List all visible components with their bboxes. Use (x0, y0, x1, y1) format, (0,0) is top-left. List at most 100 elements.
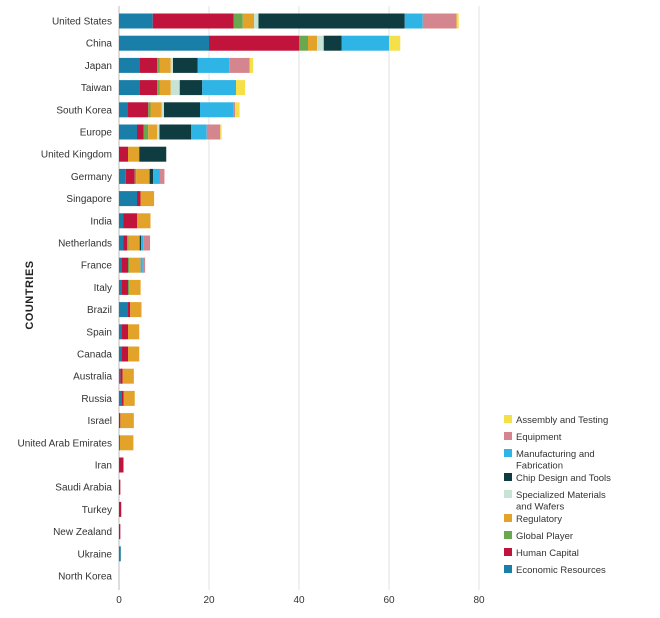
bar-segment: Japan — Assembly and Testing: 0.8 (249, 57, 254, 73)
country-label: Europe (80, 128, 113, 139)
legend-swatch (504, 473, 512, 481)
bar-segment: Europe — Chip Design and Tools: 7 (159, 124, 191, 140)
bar-segment: Germany — Human Capital: 2 (125, 168, 135, 184)
country-label: China (86, 39, 113, 50)
bar-segment: Japan — Human Capital: 4 (139, 57, 158, 73)
bar-segment: Australia — Human Capital: 0.5 (120, 368, 123, 384)
bar-segment: United States — Economic Resources: 7.5 (119, 13, 153, 29)
bar-segment: Netherlands — Global Player: 0.3 (127, 235, 129, 251)
x-tick-label: 20 (203, 595, 215, 606)
bar-segment: United Arab Emirates — Regulatory: 3 (119, 435, 134, 451)
x-tick-label: 60 (383, 595, 395, 606)
legend-label: Manufacturing and Fabrication (516, 449, 595, 472)
bar-segment: Taiwan — Assembly and Testing: 2 (236, 80, 245, 96)
bars: United States — Economic Resources: 7.5U… (119, 13, 459, 562)
country-label: Russia (81, 394, 112, 405)
bar-segment: Taiwan — Global Player: 0.5 (157, 80, 160, 96)
bar-segment: United States — Manufacturing and Fabric… (404, 13, 423, 29)
bar-segment: China — Regulatory: 2 (308, 35, 317, 51)
bar-segment: France — Economic Resources: 0.5 (119, 257, 122, 273)
bar-segment: Italy — Regulatory: 2.5 (129, 279, 141, 295)
bar-segment: South Korea — Assembly and Testing: 1 (235, 102, 240, 118)
legend-label: Human Capital (516, 548, 579, 559)
x-tick-label: 80 (473, 595, 485, 606)
country-label: South Korea (56, 105, 112, 116)
bar-segment: South Korea — Global Player: 0.5 (148, 102, 151, 118)
bar-segment: Europe — Global Player: 1 (143, 124, 149, 140)
country-label: Israel (88, 416, 112, 427)
bar-segment: Taiwan — Chip Design and Tools: 5 (179, 80, 203, 96)
legend-label: Global Player (516, 531, 573, 542)
bar-segment: France — Equipment: 0.5 (142, 257, 146, 273)
bar-segment: Taiwan — Human Capital: 4 (139, 80, 158, 96)
legend-label: Economic Resources (516, 565, 606, 576)
bar-segment: Netherlands — Economic Resources: 1 (119, 235, 124, 251)
bar-segment: Singapore — Economic Resources: 4 (119, 191, 137, 207)
country-label: United Arab Emirates (18, 438, 113, 449)
bar-segment: Japan — Chip Design and Tools: 5.5 (173, 57, 198, 73)
bar-segment: China — Economic Resources: 20 (119, 35, 209, 51)
legend-swatch (504, 565, 512, 573)
bar-segment: Germany — Economic Resources: 1.5 (119, 168, 126, 184)
bar-segment: Italy — Economic Resources: 0.5 (119, 279, 122, 295)
bar-segment: Japan — Equipment: 4.5 (229, 57, 250, 73)
bar-segment: United Kingdom — Chip Design and Tools: … (139, 146, 167, 162)
bar-segment: South Korea — Economic Resources: 2 (119, 102, 128, 118)
bar-segment: Netherlands — Equipment: 1.5 (143, 235, 151, 251)
bar-segment: India — Economic Resources: 1 (119, 213, 124, 229)
country-label: Ukraine (78, 549, 113, 560)
bar-segment: South Korea — Manufacturing and Fabricat… (200, 102, 234, 118)
bar-segment: Spain — Human Capital: 1.5 (121, 324, 128, 340)
country-label: United States (52, 17, 112, 28)
bar-segment: Canada — Economic Resources: 0.5 (119, 346, 122, 362)
x-axis-ticks: 0 20 40 60 80 (116, 595, 485, 606)
bar-segment: India — Human Capital: 3 (123, 213, 137, 229)
bar-segment: Japan — Regulatory: 2.5 (159, 57, 171, 73)
bar-segment: Europe — Assembly and Testing: 0.3 (220, 124, 222, 140)
bar-segment: South Korea — Human Capital: 4.5 (128, 102, 149, 118)
bar-segment: United States — Human Capital: 18 (152, 13, 234, 29)
bar-segment: China — Global Player: 2 (299, 35, 308, 51)
country-label: Taiwan (81, 83, 112, 94)
bar-segment: United States — Regulatory: 2.5 (242, 13, 254, 29)
bar-segment: China — Manufacturing and Fabrication: 1… (341, 35, 389, 51)
bar-segment: Netherlands — Regulatory: 2.5 (128, 235, 140, 251)
bar-segment: France — Global Player: 0.3 (128, 257, 130, 273)
country-label: Spain (86, 327, 112, 338)
bar-segment: Brazil — Economic Resources: 2 (119, 302, 128, 318)
bar-segment: New Zealand — Human Capital: 0.3 (119, 524, 121, 540)
bar-segment: Germany — Equipment: 1 (159, 168, 165, 184)
bar-segment: Europe — Economic Resources: 4 (119, 124, 137, 140)
bar-segment: Germany — Global Player: 0.3 (134, 168, 137, 184)
bar-segment: China — Chip Design and Tools: 4 (323, 35, 342, 51)
legend-label: Specialized Materials and Wafers (516, 490, 606, 513)
bar-segment: Canada — Human Capital: 1.5 (121, 346, 128, 362)
bar-segment: Japan — Economic Resources: 4.5 (119, 57, 140, 73)
x-tick-label: 40 (293, 595, 305, 606)
country-label: Iran (95, 461, 112, 472)
country-label: Canada (77, 350, 112, 361)
bar-segment: Russia — Human Capital: 0.5 (121, 390, 124, 406)
bar-segment: Spain — Regulatory: 2.5 (128, 324, 140, 340)
bar-segment: Russia — Economic Resources: 0.5 (119, 390, 122, 406)
bar-segment: Germany — Regulatory: 3 (136, 168, 150, 184)
bar-segment: Taiwan — Manufacturing and Fabrication: … (202, 80, 236, 96)
bar-segment: France — Manufacturing and Fabrication: … (140, 257, 143, 273)
bar-segment: Japan — Manufacturing and Fabrication: 7 (197, 57, 230, 73)
legend-swatch (504, 449, 512, 457)
legend-label: Chip Design and Tools (516, 473, 611, 484)
bar-segment: China — Human Capital: 20 (209, 35, 299, 51)
bar-segment: Netherlands — Human Capital: 0.8 (123, 235, 128, 251)
country-label: United Kingdom (41, 150, 112, 161)
bar-segment: United Kingdom — Regulatory: 2.5 (128, 146, 140, 162)
bar-segment: Taiwan — Specialized Materials and Wafer… (170, 80, 180, 96)
bar-segment: France — Human Capital: 1.5 (121, 257, 128, 273)
country-label: Japan (85, 61, 112, 72)
legend-swatch (504, 548, 512, 556)
bar-segment: France — Regulatory: 2.5 (129, 257, 141, 273)
bar-segment: China — Specialized Materials and Wafers… (317, 35, 324, 51)
country-label: Germany (71, 172, 112, 183)
legend-swatch (504, 490, 512, 498)
bar-segment: Japan — Specialized Materials and Wafers… (170, 57, 173, 73)
